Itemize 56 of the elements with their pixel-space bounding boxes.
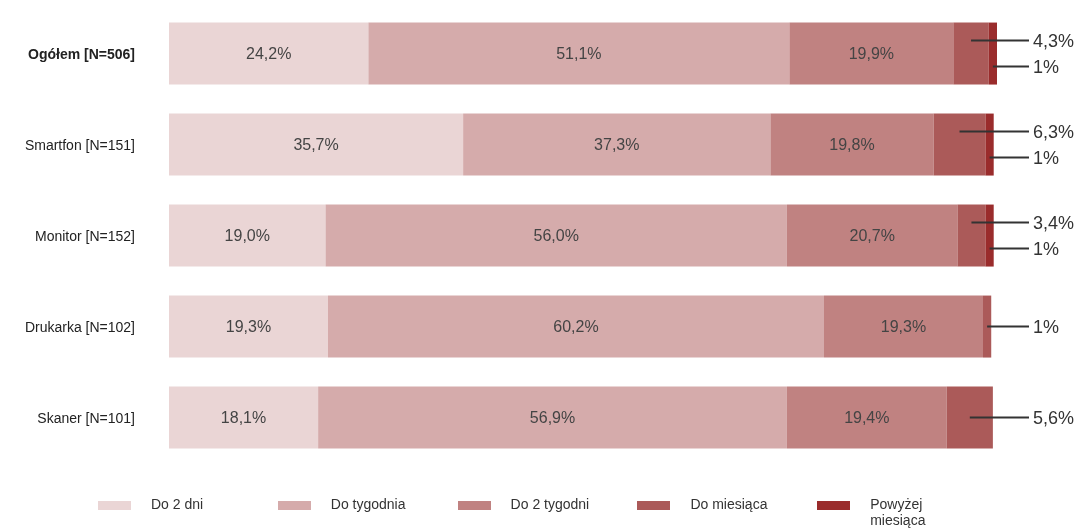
data-label: 20,7% bbox=[849, 227, 895, 245]
y-tick-label: Smartfon [N=151] bbox=[24, 136, 135, 153]
data-label: 19,3% bbox=[880, 318, 927, 336]
bar bbox=[318, 386, 787, 449]
bar bbox=[169, 113, 464, 176]
bar bbox=[169, 295, 329, 358]
data-label: 60,2% bbox=[553, 318, 599, 336]
data-label: 3,4% bbox=[1033, 212, 1075, 233]
bar bbox=[985, 204, 994, 267]
data-label: 1% bbox=[1033, 238, 1060, 259]
bar bbox=[169, 204, 326, 267]
data-label: 19,4% bbox=[844, 409, 890, 427]
bar bbox=[169, 22, 369, 85]
bar bbox=[786, 204, 958, 267]
data-label: 6,3% bbox=[1033, 121, 1075, 142]
bar bbox=[957, 204, 986, 267]
bar bbox=[946, 386, 993, 449]
data-label: 1% bbox=[1033, 56, 1060, 77]
data-label: 1% bbox=[1033, 147, 1060, 168]
bar bbox=[368, 22, 790, 85]
y-tick-label: Drukarka [N=102] bbox=[24, 318, 135, 335]
data-label: 4,3% bbox=[1033, 30, 1075, 51]
bar bbox=[823, 295, 983, 358]
data-label: 56,9% bbox=[529, 409, 576, 427]
data-label: 37,3% bbox=[594, 136, 640, 154]
bar bbox=[985, 113, 994, 176]
legend-label: Powyżej miesiąca bbox=[870, 496, 927, 528]
bar bbox=[328, 295, 824, 358]
y-tick-label: Monitor [N=152] bbox=[35, 227, 135, 244]
y-tick-label: Ogółem [N=506] bbox=[28, 45, 135, 62]
data-label: 19,8% bbox=[829, 136, 875, 154]
data-label: 56,0% bbox=[533, 227, 579, 245]
bar bbox=[953, 22, 989, 85]
legend-label: Do tygodnia bbox=[330, 496, 407, 512]
bar bbox=[933, 113, 986, 176]
legend-label: Do miesiąca bbox=[690, 496, 769, 512]
bar bbox=[169, 386, 319, 449]
bar bbox=[770, 113, 934, 176]
bar bbox=[982, 295, 992, 358]
bar bbox=[789, 22, 954, 85]
data-label: 18,1% bbox=[220, 409, 267, 427]
y-tick-label: Skaner [N=101] bbox=[37, 409, 135, 426]
data-label: 24,2% bbox=[246, 45, 292, 63]
data-label: 19,9% bbox=[848, 45, 895, 63]
data-label: 1% bbox=[1033, 316, 1060, 337]
data-label: 35,7% bbox=[293, 136, 339, 154]
legend-label: Do 2 dni bbox=[151, 496, 205, 512]
bar bbox=[325, 204, 787, 267]
bar bbox=[786, 386, 947, 449]
legend-label: Do 2 tygodni bbox=[510, 496, 591, 512]
data-label: 51,1% bbox=[556, 45, 602, 63]
data-label: 5,6% bbox=[1033, 407, 1075, 428]
bar bbox=[988, 22, 997, 85]
data-label: 19,0% bbox=[224, 227, 270, 245]
bar bbox=[463, 113, 771, 176]
data-label: 19,3% bbox=[225, 318, 272, 336]
